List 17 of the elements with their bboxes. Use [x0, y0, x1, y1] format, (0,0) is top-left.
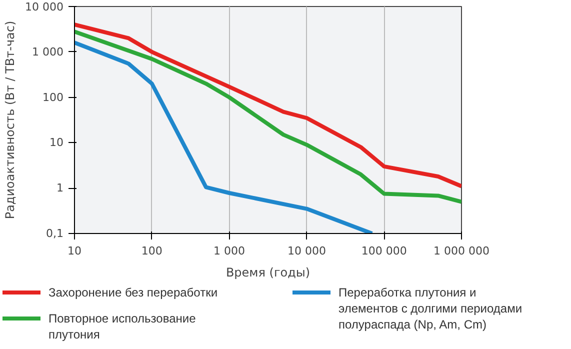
- y-tick-label: 10 000: [25, 0, 64, 14]
- y-axis-title: Радиоактивность (Вт / ТВт-час): [3, 20, 18, 220]
- x-tick-label: 100 000: [361, 244, 407, 258]
- x-tick-label: 10 000: [287, 244, 326, 258]
- y-tick-label: 1 000: [32, 45, 64, 58]
- y-tick-label: 1: [56, 182, 64, 195]
- x-axis-title: Время (годы): [226, 266, 310, 280]
- y-tick-label: 10: [50, 136, 64, 150]
- y-tick-label: 100: [42, 90, 64, 104]
- x-tick-label: 1 000: [214, 244, 246, 258]
- x-tick-label: 10: [68, 244, 82, 258]
- legend-label: Переработка плутония и элементов с долгими периодами полураспада (Np, Am, Cm): [338, 286, 522, 332]
- legend-label: Захоронение без переработки: [48, 286, 218, 300]
- x-tick-label: 1 000 000: [434, 244, 490, 258]
- y-tick-label: 0,1: [46, 227, 64, 240]
- x-tick-label: 100: [141, 244, 162, 258]
- legend-label: Повторное использование плутония: [48, 312, 196, 342]
